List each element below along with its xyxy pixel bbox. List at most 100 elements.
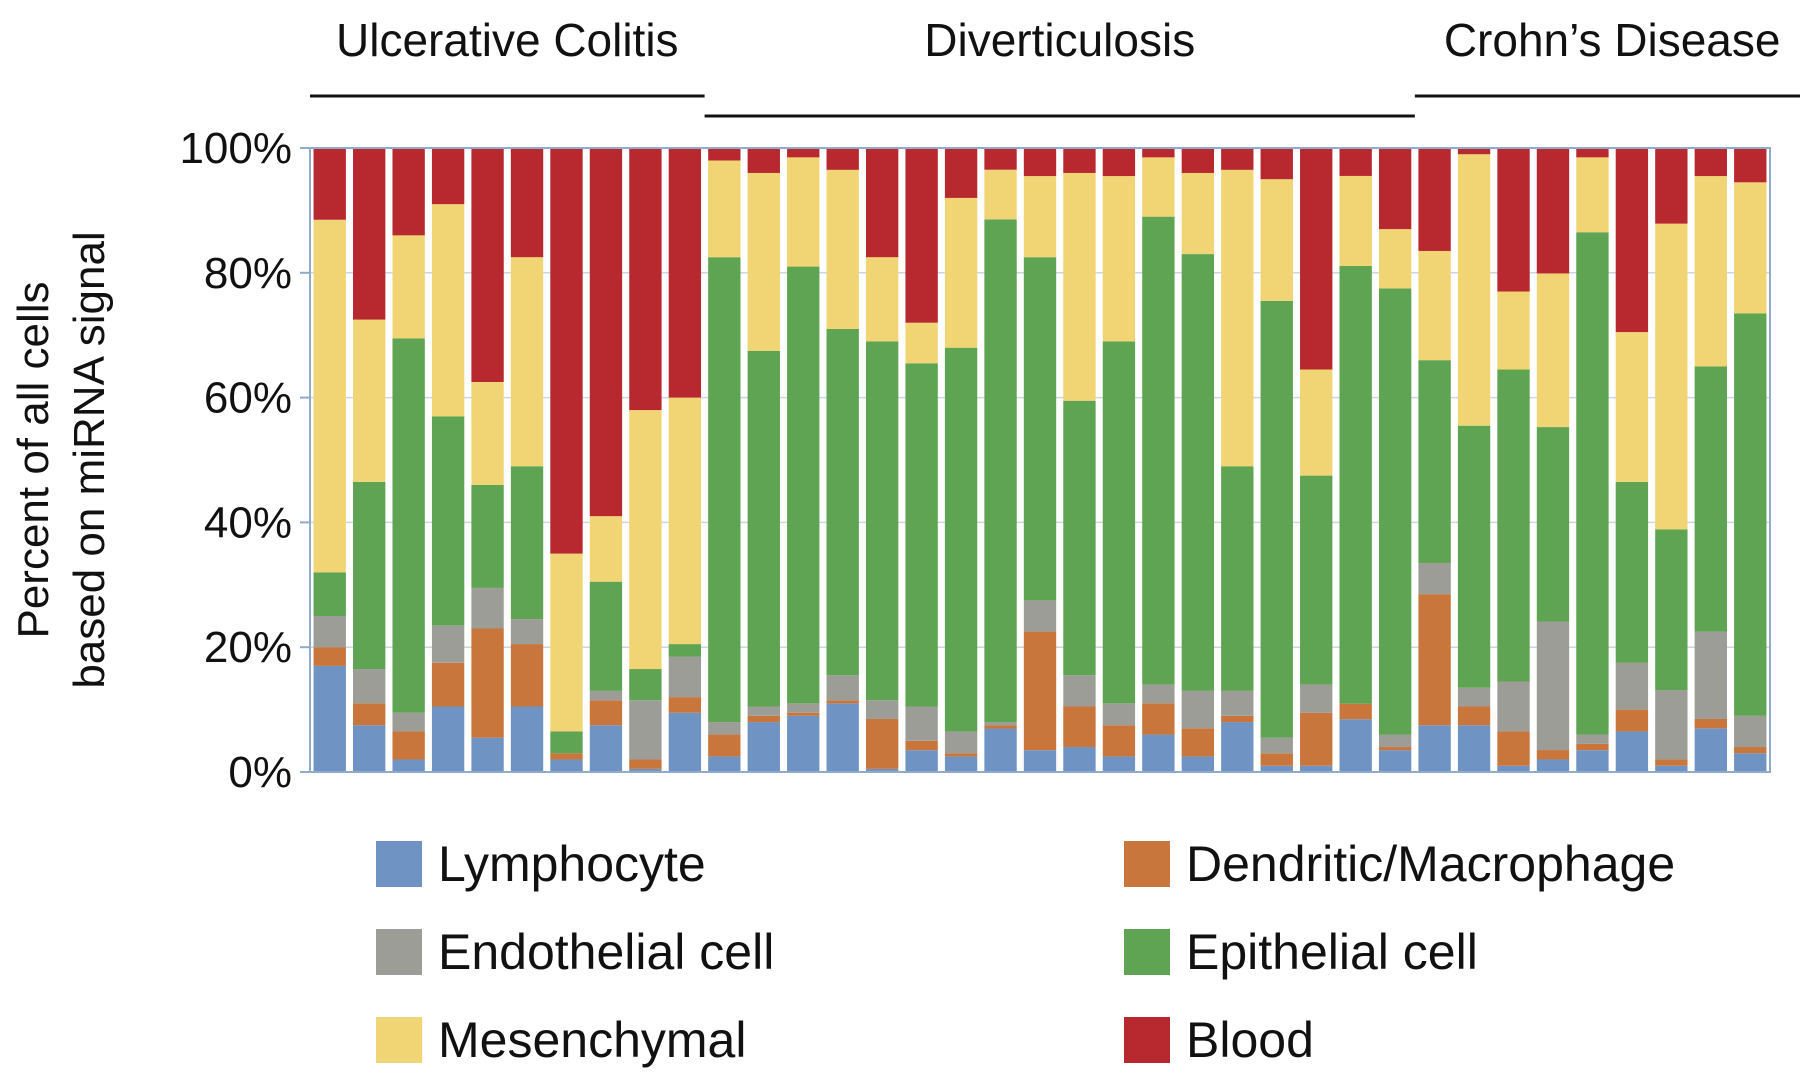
legend-label: Blood (1186, 1012, 1314, 1068)
bar-segment-dendritic-macrophage (1615, 709, 1649, 732)
bar-segment-mesenchymal (1497, 291, 1530, 370)
bar-segment-dendritic-macrophage (944, 753, 978, 757)
legend-item-endothelial-cell: Endothelial cell (376, 924, 774, 980)
bar-segment-blood (1339, 148, 1372, 176)
bar-segment-blood (787, 148, 820, 158)
bar-segment-mesenchymal (747, 172, 780, 351)
bar-stack (1063, 148, 1096, 772)
bar-segment-mesenchymal (905, 322, 938, 364)
bar-segment-lymphocyte (1497, 765, 1530, 772)
bar-segment-endothelial-cell (1536, 621, 1570, 751)
bar-segment-dendritic-macrophage (1221, 715, 1254, 723)
bar-segment-mesenchymal (392, 235, 425, 339)
bar-segment-blood (826, 148, 859, 170)
bar-segment-dendritic-macrophage (1536, 750, 1570, 760)
bar-segment-lymphocyte (550, 759, 583, 772)
bar-segment-blood (668, 148, 702, 398)
bar-segment-blood (1694, 148, 1727, 177)
bar-segment-endothelial-cell (431, 625, 465, 663)
bar-stack (1497, 148, 1530, 772)
bar-segment-lymphocyte (510, 706, 544, 772)
bar-segment-epithelial-cell (668, 644, 702, 657)
bar-segment-epithelial-cell (550, 731, 583, 754)
bar-segment-lymphocyte (865, 768, 899, 772)
bar-segment-lymphocyte (1300, 765, 1333, 772)
bar-segment-blood (1497, 148, 1530, 292)
bar-segment-blood (747, 148, 780, 173)
group-label: Diverticulosis (924, 14, 1195, 66)
bar-segment-endothelial-cell (1694, 631, 1727, 719)
bar-segment-blood (1734, 148, 1767, 183)
bar-segment-mesenchymal (1615, 332, 1649, 482)
bar-segment-mesenchymal (1694, 176, 1727, 367)
bar-segment-blood (471, 148, 504, 382)
bar-segment-mesenchymal (1734, 182, 1767, 314)
bar-stack (905, 148, 938, 772)
y-tick-label: 60% (204, 374, 292, 423)
bar-segment-blood (1576, 148, 1609, 158)
bar-segment-lymphocyte (431, 706, 465, 772)
bar-stack (1339, 148, 1372, 772)
legend-swatch (1124, 929, 1170, 975)
bar-segment-mesenchymal (1378, 229, 1412, 289)
bar-segment-epithelial-cell (905, 363, 938, 707)
bar-stack (353, 148, 386, 772)
bar-segment-dendritic-macrophage (1102, 725, 1136, 757)
y-axis-title-line: based on miRNA signal (65, 231, 114, 688)
bar-segment-blood (1615, 148, 1649, 333)
bar-stack (629, 148, 662, 772)
bar-segment-blood (550, 148, 583, 554)
bar-segment-lymphocyte (1418, 725, 1451, 772)
bar-segment-epithelial-cell (1339, 265, 1372, 704)
bar-segment-endothelial-cell (313, 616, 346, 648)
bar-segment-lymphocyte (353, 725, 386, 772)
bar-segment-endothelial-cell (510, 619, 544, 645)
bar-stack (392, 148, 425, 772)
bar-segment-lymphocyte (1023, 750, 1057, 772)
bar-segment-lymphocyte (1221, 722, 1254, 772)
group-labels: Ulcerative Colitis Diverticulosis Crohn’s … (310, 14, 1800, 118)
bar-segment-endothelial-cell (1023, 600, 1057, 632)
bar-segment-blood (865, 148, 899, 258)
bar-stack (787, 148, 820, 772)
bar-stack (708, 148, 741, 772)
bar-segment-dendritic-macrophage (1142, 703, 1175, 735)
bar-segment-blood (708, 148, 741, 161)
bar-segment-epithelial-cell (1221, 466, 1254, 691)
bar-segment-blood (1063, 148, 1096, 173)
bar-segment-epithelial-cell (826, 328, 859, 676)
bar-segment-blood (1378, 148, 1412, 230)
bar-segment-epithelial-cell (1181, 254, 1215, 691)
bar-stack (1615, 148, 1649, 772)
bar-stack (431, 148, 465, 772)
bar-segment-endothelial-cell (1615, 662, 1649, 710)
bar-segment-lymphocyte (471, 737, 504, 772)
bar-segment-mesenchymal (1221, 169, 1254, 467)
bar-segment-lymphocyte (1181, 756, 1215, 772)
bar-segment-lymphocyte (313, 665, 346, 772)
bar-segment-endothelial-cell (1300, 684, 1333, 713)
bar-stack (1181, 148, 1215, 772)
bar-segment-dendritic-macrophage (1457, 706, 1491, 726)
bar-segment-mesenchymal (431, 204, 465, 417)
bar-segment-lymphocyte (984, 728, 1017, 772)
bar-segment-epithelial-cell (1023, 257, 1057, 601)
bar-segment-lymphocyte (1063, 747, 1096, 772)
bar-segment-mesenchymal (471, 382, 504, 485)
bar-segment-lymphocyte (1615, 731, 1649, 772)
bar-segment-dendritic-macrophage (1023, 631, 1057, 751)
bar-segment-epithelial-cell (1497, 369, 1530, 682)
bar-segment-epithelial-cell (1418, 360, 1451, 563)
bar-segment-mesenchymal (668, 397, 702, 645)
y-tick-label: 0% (228, 748, 292, 797)
bar-segment-endothelial-cell (1497, 681, 1530, 732)
bar-segment-lymphocyte (905, 750, 938, 772)
bar-segment-mesenchymal (313, 219, 346, 573)
bar-segment-dendritic-macrophage (747, 715, 780, 723)
bar-segment-dendritic-macrophage (1378, 747, 1412, 751)
bar-segment-lymphocyte (1536, 759, 1570, 772)
bar-segment-endothelial-cell (826, 675, 859, 701)
bar-segment-blood (510, 148, 544, 258)
bar-segment-dendritic-macrophage (1260, 753, 1293, 766)
